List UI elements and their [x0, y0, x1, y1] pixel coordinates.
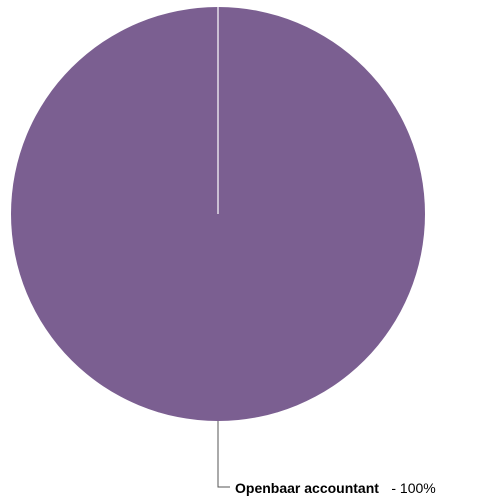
slice-label-percent: - 100%: [391, 480, 435, 496]
slice-leader-line: [217, 421, 230, 488]
slice-label: Openbaar accountant - 100%: [235, 480, 436, 497]
slice-label-name: Openbaar accountant: [235, 480, 379, 496]
